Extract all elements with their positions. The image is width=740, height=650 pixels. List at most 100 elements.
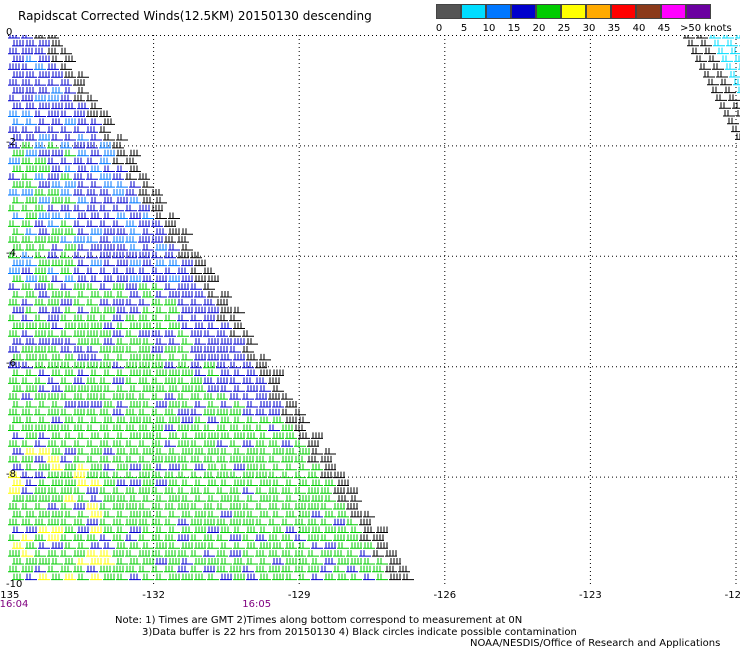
wind-barb	[34, 173, 46, 180]
wind-barb	[350, 526, 362, 534]
wind-barb	[155, 196, 167, 204]
wind-barb	[216, 424, 228, 431]
wind-barb	[259, 448, 271, 455]
wind-barb	[34, 35, 46, 39]
wind-barb	[707, 78, 719, 86]
wind-barb	[90, 181, 102, 188]
wind-barb	[12, 259, 24, 267]
wind-barb	[25, 55, 37, 63]
wind-barb	[138, 346, 150, 353]
wind-barb	[116, 353, 128, 361]
wind-barb	[272, 448, 284, 455]
legend-swatch-7	[611, 4, 636, 19]
wind-barb	[125, 298, 137, 306]
wind-barb	[99, 157, 111, 165]
wind-barb	[77, 448, 89, 455]
wind-barb	[350, 542, 362, 549]
wind-barb	[220, 557, 232, 565]
wind-barb	[99, 251, 111, 259]
wind-barb	[350, 557, 362, 565]
wind-barb	[229, 550, 241, 557]
wind-barb	[220, 291, 232, 298]
lon-label: -132	[142, 590, 165, 601]
wind-barb	[21, 283, 33, 290]
wind-barb	[125, 393, 137, 400]
wind-barb	[73, 377, 85, 384]
wind-barb	[64, 275, 76, 282]
wind-barb	[181, 306, 193, 314]
wind-barb	[112, 518, 124, 526]
wind-barb	[51, 86, 63, 94]
wind-barb	[38, 432, 50, 439]
wind-barb	[190, 251, 202, 259]
wind-barb	[181, 416, 193, 424]
wind-barb	[311, 557, 323, 565]
wind-barb	[21, 110, 33, 117]
wind-barb	[246, 479, 258, 486]
wind-barb	[38, 448, 50, 455]
wind-barb	[164, 471, 176, 479]
wind-barb	[164, 440, 176, 447]
wind-barb	[700, 39, 712, 47]
wind-barb	[21, 35, 33, 39]
wind-barb	[38, 212, 50, 220]
wind-barb	[8, 361, 20, 369]
wind-barb	[207, 557, 219, 565]
wind-barb	[194, 432, 206, 439]
wind-barb	[307, 550, 319, 557]
wind-barb	[21, 361, 33, 369]
wind-barb	[730, 47, 740, 55]
wind-barb	[307, 440, 319, 447]
wind-barb	[34, 455, 46, 463]
wind-barb	[8, 141, 20, 149]
wind-barb	[155, 448, 167, 455]
wind-barb	[207, 275, 219, 282]
footnote: Note: 1) Times are GMT 2)Times along bot…	[115, 615, 577, 639]
wind-barb	[142, 400, 154, 408]
wind-barb	[99, 204, 111, 212]
wind-barb	[99, 440, 111, 447]
legend-label-5: 25	[557, 23, 571, 34]
wind-barb	[21, 141, 33, 149]
wind-barb	[242, 424, 254, 431]
wind-barb	[190, 518, 202, 526]
wind-barb	[64, 165, 76, 172]
wind-barb	[86, 141, 98, 149]
wind-barb	[103, 416, 115, 424]
wind-barb	[177, 471, 189, 479]
wind-barb	[125, 220, 137, 227]
lat-label: -10	[6, 579, 23, 590]
wind-barb	[138, 204, 150, 212]
wind-barb	[194, 353, 206, 361]
wind-barb	[99, 173, 111, 180]
wind-barb	[337, 526, 349, 534]
wind-barb	[138, 236, 150, 243]
wind-barb	[385, 550, 397, 557]
wind-barb	[12, 432, 24, 439]
wind-barb	[324, 542, 336, 549]
wind-barb	[337, 479, 349, 486]
wind-barb	[77, 102, 89, 110]
wind-barb	[25, 510, 37, 518]
wind-barb	[64, 573, 76, 581]
wind-barb	[181, 228, 193, 235]
wind-barb	[64, 526, 76, 534]
wind-barb	[86, 518, 98, 526]
wind-barb	[142, 479, 154, 486]
wind-barb	[285, 542, 297, 549]
wind-barb	[103, 526, 115, 534]
wind-barb	[129, 228, 141, 235]
wind-barb	[246, 495, 258, 502]
wind-barb	[116, 291, 128, 298]
wind-barb	[38, 291, 50, 298]
wind-barb	[112, 565, 124, 573]
wind-barb	[151, 534, 163, 541]
wind-barb	[138, 173, 150, 180]
wind-barb	[60, 110, 72, 117]
wind-barb	[125, 157, 137, 165]
wind-barb	[125, 518, 137, 526]
wind-barb	[90, 526, 102, 534]
wind-barb	[125, 346, 137, 353]
wind-barb	[729, 71, 740, 78]
legend-label-8: 40	[632, 23, 646, 34]
